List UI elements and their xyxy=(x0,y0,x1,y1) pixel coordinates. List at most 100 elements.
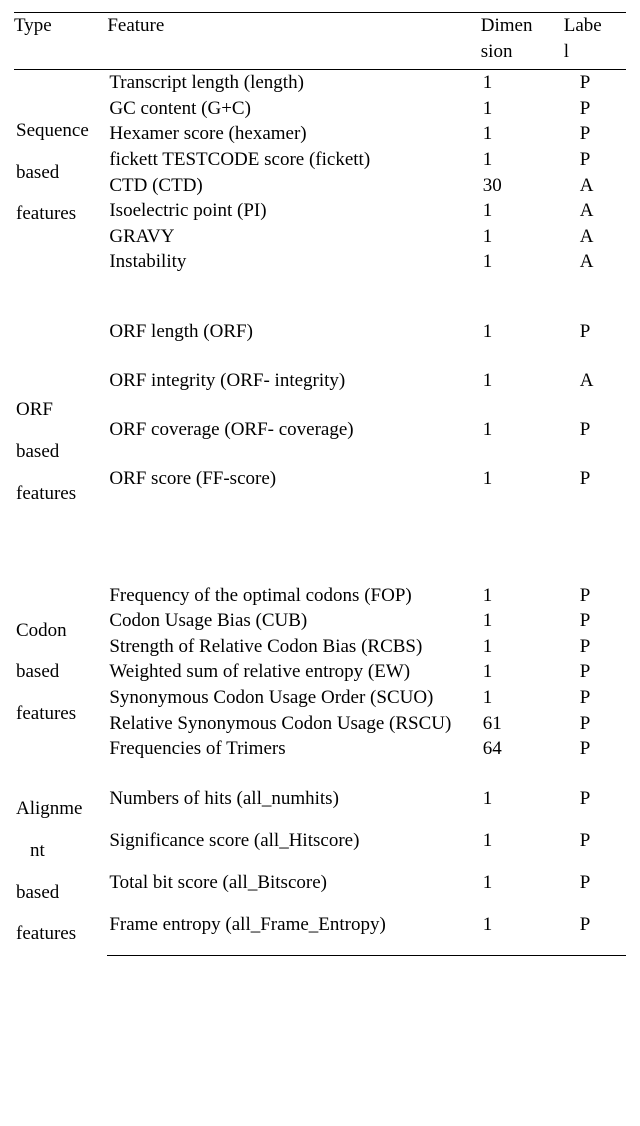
cell-dimension: 1 xyxy=(481,828,564,870)
cell-dimension: 1 xyxy=(481,368,564,417)
cell-feature: GRAVY xyxy=(107,224,480,250)
group-spacer xyxy=(14,762,626,786)
table-header: Type Feature Dimen sion Labe l xyxy=(14,13,626,70)
group-type-label: ORF based features xyxy=(14,319,107,514)
group-spacer xyxy=(14,275,626,319)
cell-feature: Codon Usage Bias (CUB) xyxy=(107,608,480,634)
cell-label: P xyxy=(564,583,626,609)
cell-feature: GC content (G+C) xyxy=(107,96,480,122)
col-header-type-line1: Type xyxy=(14,13,107,39)
table-row: Sequence based features Transcript lengt… xyxy=(14,70,626,96)
cell-feature: fickett TESTCODE score (fickett) xyxy=(107,147,480,173)
cell-feature: Hexamer score (hexamer) xyxy=(107,121,480,147)
cell-feature: ORF coverage (ORF- coverage) xyxy=(107,417,480,466)
table-body: Sequence based features Transcript lengt… xyxy=(14,70,626,956)
cell-dimension: 1 xyxy=(481,608,564,634)
cell-label: A xyxy=(564,173,626,199)
cell-label: P xyxy=(564,685,626,711)
cell-dimension: 1 xyxy=(481,912,564,955)
cell-feature: ORF length (ORF) xyxy=(107,319,480,368)
cell-label: P xyxy=(564,659,626,685)
cell-label: P xyxy=(564,121,626,147)
cell-feature: Strength of Relative Codon Bias (RCBS) xyxy=(107,634,480,660)
cell-label: P xyxy=(564,417,626,466)
cell-feature: Synonymous Codon Usage Order (SCUO) xyxy=(107,685,480,711)
cell-dimension: 1 xyxy=(481,466,564,515)
cell-label: P xyxy=(564,870,626,912)
features-table: Type Feature Dimen sion Labe l Sequence … xyxy=(14,12,626,956)
cell-dimension: 1 xyxy=(481,685,564,711)
cell-feature: Frequency of the optimal codons (FOP) xyxy=(107,583,480,609)
cell-dimension: 1 xyxy=(481,70,564,96)
cell-label: P xyxy=(564,70,626,96)
cell-dimension: 1 xyxy=(481,583,564,609)
cell-dimension: 1 xyxy=(481,224,564,250)
type-word: Codon xyxy=(16,610,107,652)
cell-feature: Numbers of hits (all_numhits) xyxy=(107,786,480,828)
table-row: Codon based features Frequency of the op… xyxy=(14,583,626,609)
cell-feature: Frame entropy (all_Frame_Entropy) xyxy=(107,912,480,955)
col-header-label-line1: Labe xyxy=(564,13,626,39)
type-word: features xyxy=(16,693,107,735)
type-word: features xyxy=(16,913,107,955)
cell-dimension: 1 xyxy=(481,659,564,685)
cell-label: P xyxy=(564,466,626,515)
cell-label: P xyxy=(564,912,626,955)
cell-feature: CTD (CTD) xyxy=(107,173,480,199)
cell-dimension: 1 xyxy=(481,786,564,828)
cell-dimension: 30 xyxy=(481,173,564,199)
cell-label: A xyxy=(564,249,626,275)
cell-feature: Weighted sum of relative entropy (EW) xyxy=(107,659,480,685)
cell-feature: Relative Synonymous Codon Usage (RSCU) xyxy=(107,711,480,737)
cell-dimension: 1 xyxy=(481,96,564,122)
col-header-label-line2: l xyxy=(564,39,626,65)
cell-dimension: 1 xyxy=(481,319,564,368)
cell-dimension: 1 xyxy=(481,249,564,275)
cell-dimension: 1 xyxy=(481,417,564,466)
cell-label: P xyxy=(564,736,626,762)
cell-label: P xyxy=(564,711,626,737)
col-header-dim-line2: sion xyxy=(481,39,564,65)
group-type-label: Alignme nt based features xyxy=(14,786,107,955)
cell-feature: Instability xyxy=(107,249,480,275)
type-word: based xyxy=(16,152,107,194)
cell-label: A xyxy=(564,198,626,224)
cell-dimension: 1 xyxy=(481,147,564,173)
group-spacer xyxy=(14,515,626,559)
col-header-label: Labe l xyxy=(564,13,626,70)
cell-label: P xyxy=(564,319,626,368)
cell-feature: ORF integrity (ORF- integrity) xyxy=(107,368,480,417)
type-word: features xyxy=(16,193,107,235)
cell-feature: Total bit score (all_Bitscore) xyxy=(107,870,480,912)
col-header-type: Type xyxy=(14,13,107,70)
cell-label: P xyxy=(564,786,626,828)
cell-label: P xyxy=(564,96,626,122)
cell-label: P xyxy=(564,147,626,173)
cell-label: P xyxy=(564,608,626,634)
col-header-dim-line1: Dimen xyxy=(481,13,564,39)
group-type-label: Sequence based features xyxy=(14,70,107,276)
cell-dimension: 64 xyxy=(481,736,564,762)
cell-label: P xyxy=(564,828,626,870)
cell-feature: Frequencies of Trimers xyxy=(107,736,480,762)
cell-feature: Transcript length (length) xyxy=(107,70,480,96)
cell-feature: Isoelectric point (PI) xyxy=(107,198,480,224)
type-word: based xyxy=(16,431,107,473)
type-word: based xyxy=(16,872,107,914)
cell-label: P xyxy=(564,634,626,660)
cell-dimension: 1 xyxy=(481,634,564,660)
cell-dimension: 61 xyxy=(481,711,564,737)
type-word: based xyxy=(16,651,107,693)
cell-feature: ORF score (FF-score) xyxy=(107,466,480,515)
cell-dimension: 1 xyxy=(481,198,564,224)
col-header-feature-line1: Feature xyxy=(107,13,480,39)
col-header-feature: Feature xyxy=(107,13,480,70)
table-row: ORF based features ORF length (ORF) 1 P xyxy=(14,319,626,368)
table-row: Alignme nt based features Numbers of hit… xyxy=(14,786,626,828)
type-word: Alignme xyxy=(16,788,107,830)
type-word: features xyxy=(16,473,107,515)
cell-label: A xyxy=(564,368,626,417)
type-word: Sequence xyxy=(16,110,107,152)
col-header-dimension: Dimen sion xyxy=(481,13,564,70)
group-spacer xyxy=(14,559,626,583)
